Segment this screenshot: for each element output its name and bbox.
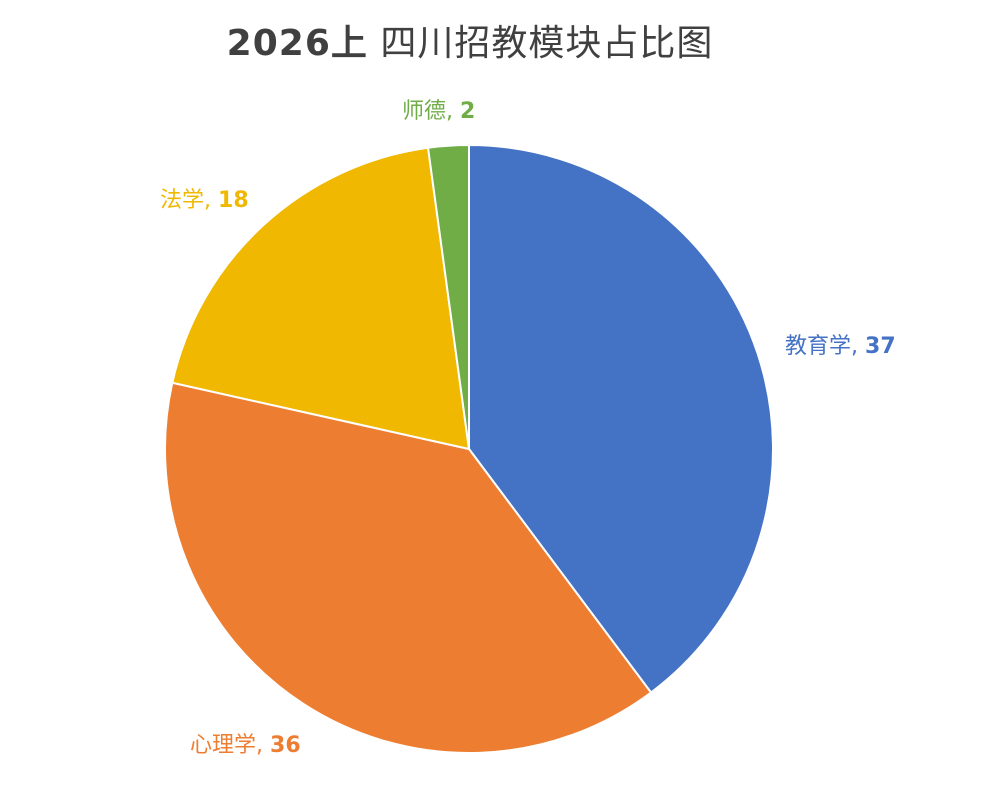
data-label-faxue: 法学, 18: [160, 182, 249, 214]
label-text: 心理学: [190, 733, 257, 758]
label-text: 教育学: [785, 334, 852, 359]
label-text: 法学: [160, 188, 205, 213]
slice-shide: [426, 143, 470, 450]
label-sep: ,: [256, 733, 271, 758]
label-value: 37: [865, 334, 896, 359]
chart-title-year: 2026上: [226, 23, 368, 64]
slice-faxue: [171, 146, 471, 451]
label-sep: ,: [446, 99, 461, 124]
data-label-shide: 师德, 2: [402, 93, 475, 125]
slice-xinlixue: [164, 381, 653, 754]
slice-jiaoyuxue: [468, 143, 774, 694]
label-value: 36: [270, 733, 301, 758]
label-text: 师德: [402, 99, 447, 124]
label-value: 2: [460, 99, 476, 124]
label-sep: ,: [851, 334, 866, 359]
label-sep: ,: [204, 188, 219, 213]
label-value: 18: [218, 188, 249, 213]
chart-title: 2026上 四川招教模块占比图: [0, 14, 940, 66]
chart-title-text: 四川招教模块占比图: [367, 23, 714, 64]
data-label-xinlixue: 心理学, 36: [190, 727, 301, 759]
data-label-jiaoyuxue: 教育学, 37: [785, 328, 896, 360]
